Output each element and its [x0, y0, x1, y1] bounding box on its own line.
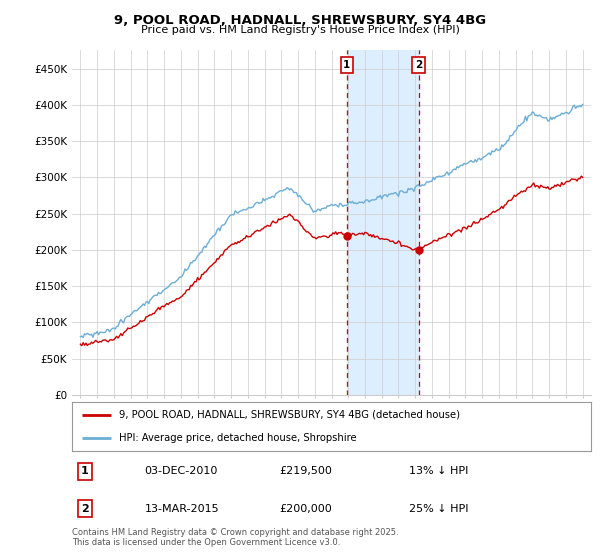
Text: 9, POOL ROAD, HADNALL, SHREWSBURY, SY4 4BG (detached house): 9, POOL ROAD, HADNALL, SHREWSBURY, SY4 4… — [119, 410, 460, 420]
Text: 2: 2 — [81, 504, 89, 514]
Text: 1: 1 — [81, 466, 89, 476]
Text: Contains HM Land Registry data © Crown copyright and database right 2025.
This d: Contains HM Land Registry data © Crown c… — [72, 528, 398, 547]
Text: 1: 1 — [343, 60, 350, 70]
Text: 25% ↓ HPI: 25% ↓ HPI — [409, 504, 469, 514]
Text: 2: 2 — [415, 60, 422, 70]
Bar — [347, 50, 419, 395]
Text: 13-MAR-2015: 13-MAR-2015 — [145, 504, 219, 514]
Text: HPI: Average price, detached house, Shropshire: HPI: Average price, detached house, Shro… — [119, 433, 356, 444]
Text: £219,500: £219,500 — [280, 466, 332, 476]
Text: Price paid vs. HM Land Registry's House Price Index (HPI): Price paid vs. HM Land Registry's House … — [140, 25, 460, 35]
Text: 03-DEC-2010: 03-DEC-2010 — [145, 466, 218, 476]
Text: 13% ↓ HPI: 13% ↓ HPI — [409, 466, 469, 476]
Text: 9, POOL ROAD, HADNALL, SHREWSBURY, SY4 4BG: 9, POOL ROAD, HADNALL, SHREWSBURY, SY4 4… — [114, 14, 486, 27]
Text: £200,000: £200,000 — [280, 504, 332, 514]
